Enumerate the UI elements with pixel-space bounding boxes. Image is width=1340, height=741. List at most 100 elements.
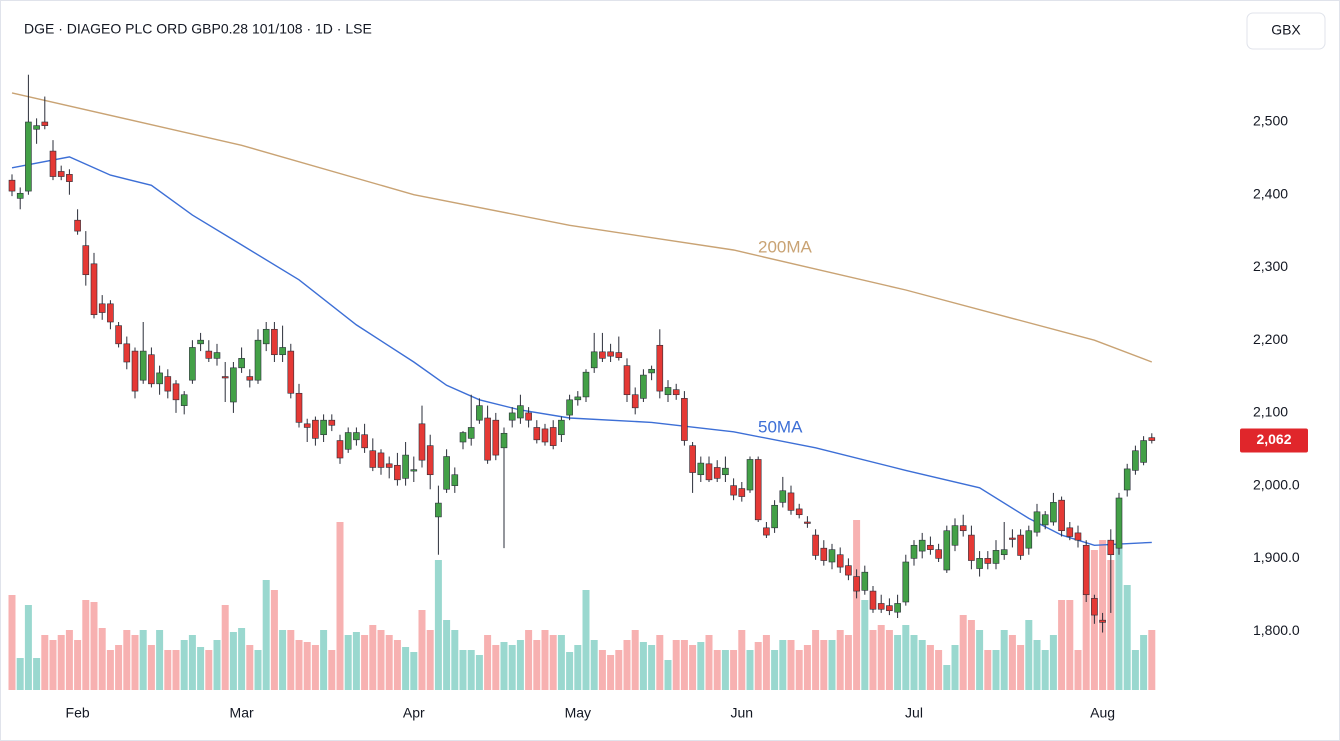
volume-bar — [106, 650, 114, 690]
volume-bar — [1074, 650, 1082, 690]
volume-bar — [369, 625, 377, 690]
volume-bar — [894, 635, 902, 690]
x-tick-label: Jun — [731, 705, 754, 721]
volume-bar — [1000, 630, 1008, 690]
volume-bar — [984, 650, 992, 690]
volume-bar — [746, 650, 754, 690]
candle-body — [525, 412, 532, 421]
candle-body — [98, 303, 106, 313]
volume-bar — [639, 642, 647, 690]
candle-body — [295, 392, 303, 423]
candle-body — [689, 445, 696, 473]
candle-body — [795, 508, 803, 516]
volume-bar — [123, 630, 131, 690]
candle-body — [402, 454, 409, 479]
volume-bar — [1082, 590, 1090, 690]
x-tick-label: May — [565, 705, 591, 721]
volume-bar — [336, 522, 344, 690]
volume-bar — [1107, 560, 1115, 690]
candle-body — [1025, 530, 1033, 549]
volume-bar — [582, 590, 590, 690]
volume-bar — [426, 630, 434, 690]
volume-bar — [320, 630, 328, 690]
volume-bar — [303, 642, 311, 690]
volume-bar — [115, 645, 123, 690]
candle-body — [1091, 598, 1098, 616]
candle-body — [459, 432, 467, 443]
volume-bar — [943, 665, 951, 690]
volume-bar — [1041, 650, 1049, 690]
volume-bar — [500, 642, 508, 690]
volume-bar — [352, 632, 360, 690]
volume-bar — [976, 630, 984, 690]
candle-body — [804, 521, 811, 524]
candle-body — [336, 440, 344, 459]
candle-body — [623, 365, 631, 396]
volume-bar — [689, 645, 697, 690]
candle-body — [451, 474, 459, 486]
currency-label[interactable]: GBX — [1271, 22, 1301, 38]
candle-body — [33, 125, 40, 130]
candle-body — [713, 467, 721, 479]
candle-body — [894, 603, 901, 613]
volume-bar — [918, 640, 926, 690]
candle-body — [722, 467, 729, 476]
volume-bar — [8, 595, 16, 690]
volume-bar — [131, 635, 139, 690]
candle-body — [1066, 527, 1074, 537]
candle-body — [156, 372, 163, 385]
candle-body — [681, 398, 688, 441]
candle-body — [320, 419, 327, 436]
volume-bar — [508, 645, 516, 690]
candle-body — [853, 576, 860, 592]
volume-bar — [902, 625, 910, 690]
volume-bar — [787, 640, 795, 690]
candle-body — [730, 485, 737, 496]
volume-bar — [1148, 630, 1156, 690]
candle-body — [754, 459, 762, 521]
candle-body — [49, 150, 57, 177]
candle-body — [344, 432, 352, 450]
candle-body — [164, 376, 172, 392]
candle-body — [172, 383, 180, 401]
volume-bar — [197, 647, 205, 690]
candle-body — [1058, 499, 1065, 532]
currency-button[interactable] — [1246, 12, 1326, 50]
candle-body — [377, 452, 385, 468]
volume-bar — [279, 630, 287, 690]
y-tick-label: 2,400 — [1253, 185, 1288, 201]
candle-body — [328, 419, 336, 426]
candle-body — [115, 325, 122, 345]
volume-bar — [754, 642, 762, 690]
volume-bar — [418, 610, 426, 690]
candle-body — [361, 434, 368, 449]
volume-bar — [270, 590, 278, 690]
y-tick-label: 2,000.0 — [1253, 476, 1300, 492]
candle-body — [197, 339, 204, 345]
volume-bar — [992, 650, 1000, 690]
volume-bar — [82, 600, 90, 690]
volume-bar — [1140, 635, 1148, 690]
volume-bar — [557, 635, 565, 690]
candle-body — [746, 459, 754, 491]
candle-body — [369, 450, 377, 468]
candle-body — [943, 530, 951, 571]
volume-bar — [959, 615, 967, 690]
x-tick-label: Aug — [1090, 705, 1115, 721]
volume-bar — [16, 658, 24, 690]
candle-body — [1115, 497, 1123, 549]
moving-average-line — [11, 92, 1153, 363]
chart-title: DGE · DIAGEO PLC ORD GBP0.28 101/108 · 1… — [24, 21, 372, 37]
volume-bar — [254, 650, 262, 690]
y-tick-label: 2,500 — [1253, 113, 1288, 129]
volume-bar — [65, 630, 73, 690]
volume-bar — [459, 650, 467, 690]
candle-body — [869, 590, 877, 610]
candle-body — [25, 121, 32, 192]
volume-bar — [328, 650, 336, 690]
volume-bar — [574, 645, 582, 690]
candle-body — [590, 351, 598, 369]
volume-bar — [295, 640, 303, 690]
candle-body — [697, 462, 705, 476]
volume-bar — [229, 632, 237, 690]
